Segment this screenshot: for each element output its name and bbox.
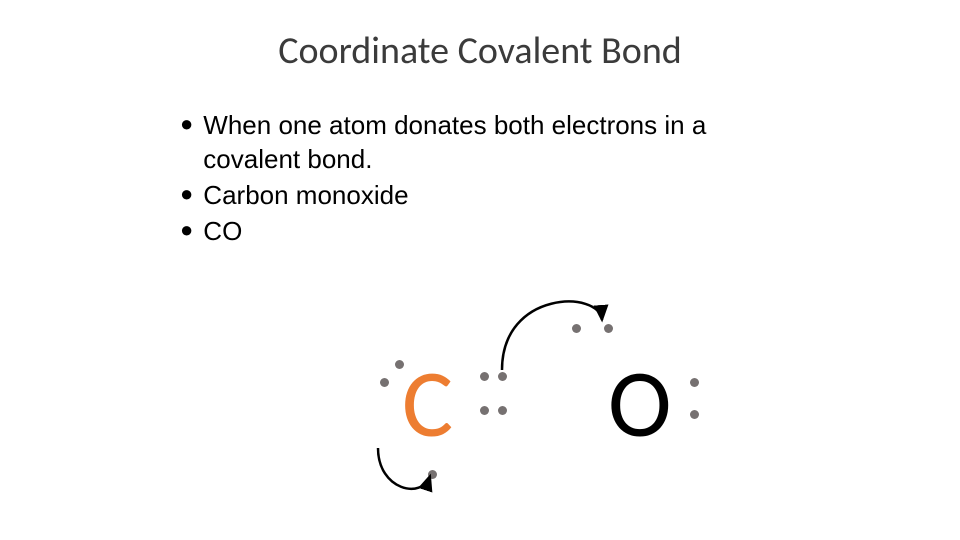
top-donation-arrow (502, 302, 602, 370)
bullet-marker: ● (180, 214, 193, 246)
bullet-text: When one atom donates both electrons in … (203, 108, 800, 176)
bottom-electron-arrow (378, 448, 430, 489)
bullet-marker: ● (180, 178, 193, 210)
bullet-text: CO (203, 214, 242, 248)
page-title: Coordinate Covalent Bond (0, 28, 960, 74)
bullet-marker: ● (180, 108, 193, 140)
bullet-text: Carbon monoxide (203, 178, 408, 212)
bullet-list: ● When one atom donates both electrons i… (180, 108, 800, 250)
lewis-diagram: CO (340, 300, 800, 520)
arrows-layer (340, 300, 800, 520)
list-item: ● Carbon monoxide (180, 178, 800, 212)
list-item: ● CO (180, 214, 800, 248)
list-item: ● When one atom donates both electrons i… (180, 108, 800, 176)
